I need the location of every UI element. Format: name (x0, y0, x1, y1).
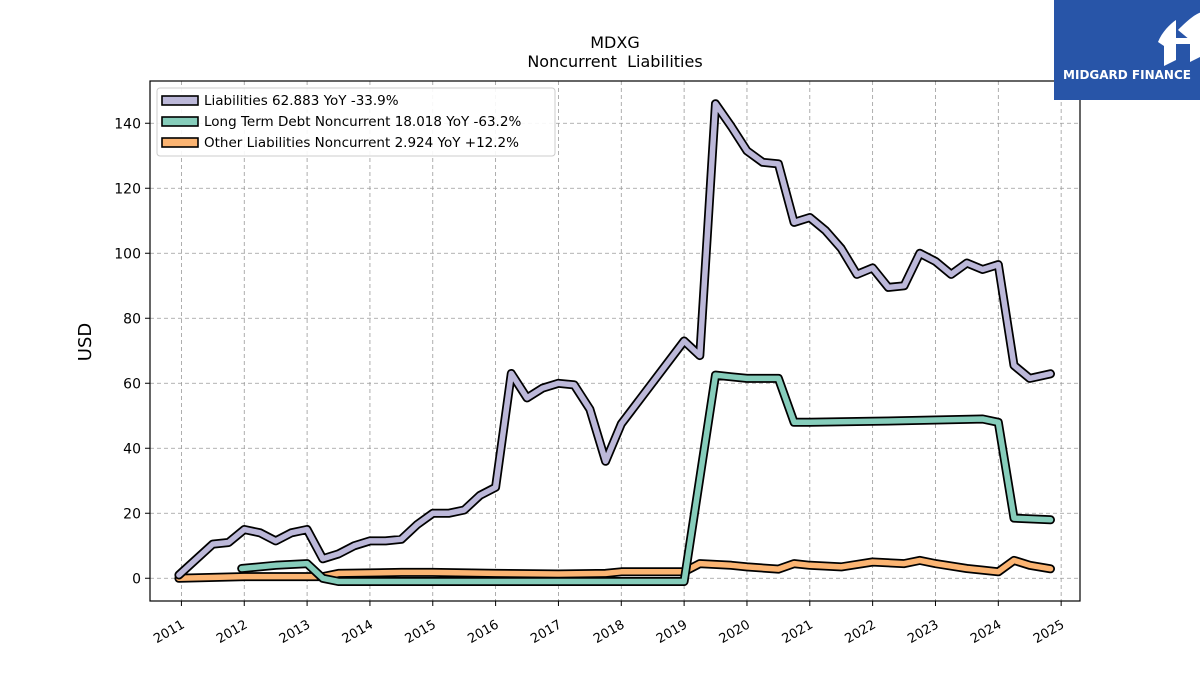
x-tick-label: 2017 (528, 617, 564, 647)
y-tick-label: 0 (132, 571, 141, 587)
x-tick-label: 2013 (277, 617, 313, 647)
x-tick-label: 2024 (968, 617, 1004, 647)
chart-title: MDXG (590, 33, 639, 52)
series-outline-1 (237, 370, 1055, 586)
legend-swatch-2 (161, 137, 199, 148)
x-tick-label: 2019 (654, 617, 690, 647)
x-tick-label: 2020 (717, 617, 753, 647)
legend-swatch-1 (161, 116, 199, 127)
y-tick-label: 40 (123, 441, 141, 457)
x-tick-label: 2015 (403, 617, 439, 647)
series-line-0 (176, 101, 1054, 578)
legend-entry-0: Liabilities 62.883 YoY -33.9% (204, 93, 399, 109)
series-lines (174, 99, 1055, 586)
legend-swatch-0 (161, 95, 199, 106)
legend-entry-2: Other Liabilities Noncurrent 2.924 YoY +… (204, 135, 519, 151)
y-tick-label: 80 (123, 311, 141, 327)
x-tick-label: 2012 (214, 617, 250, 647)
y-tick-label: 100 (114, 246, 141, 262)
x-tick-label: 2025 (1031, 617, 1067, 647)
plot-frame (149, 80, 1081, 602)
y-tick-label: 120 (114, 181, 141, 197)
x-tick-label: 2018 (591, 617, 627, 647)
x-tick-label: 2021 (780, 617, 816, 647)
midgard-logo-icon (1158, 12, 1200, 66)
legend: Liabilities 62.883 YoY -33.9% Long Term D… (156, 87, 556, 157)
y-tick-label: 20 (123, 506, 141, 522)
midgard-finance-logo: MIDGARD FINANCE (1054, 0, 1200, 100)
chart-subtitle: Noncurrent Liabilities (527, 52, 702, 71)
series-line-2 (176, 557, 1054, 582)
x-tick-label: 2014 (340, 617, 376, 647)
x-tick-label: 2023 (905, 617, 941, 647)
logo-text: MIDGARD FINANCE (1063, 68, 1191, 82)
x-tick-label: 2022 (842, 617, 878, 647)
y-tick-label: 140 (114, 116, 141, 132)
series-line-1 (238, 372, 1054, 585)
x-tick-label: 2016 (465, 617, 501, 647)
legend-entry-1: Long Term Debt Noncurrent 18.018 YoY -63… (204, 114, 521, 130)
x-tick-label: 2011 (151, 617, 187, 647)
legend-box (156, 87, 556, 157)
grid (150, 81, 1080, 601)
y-axis-label: USD (75, 323, 96, 361)
y-tick-label: 60 (123, 376, 141, 392)
series-outline-0 (174, 99, 1055, 580)
